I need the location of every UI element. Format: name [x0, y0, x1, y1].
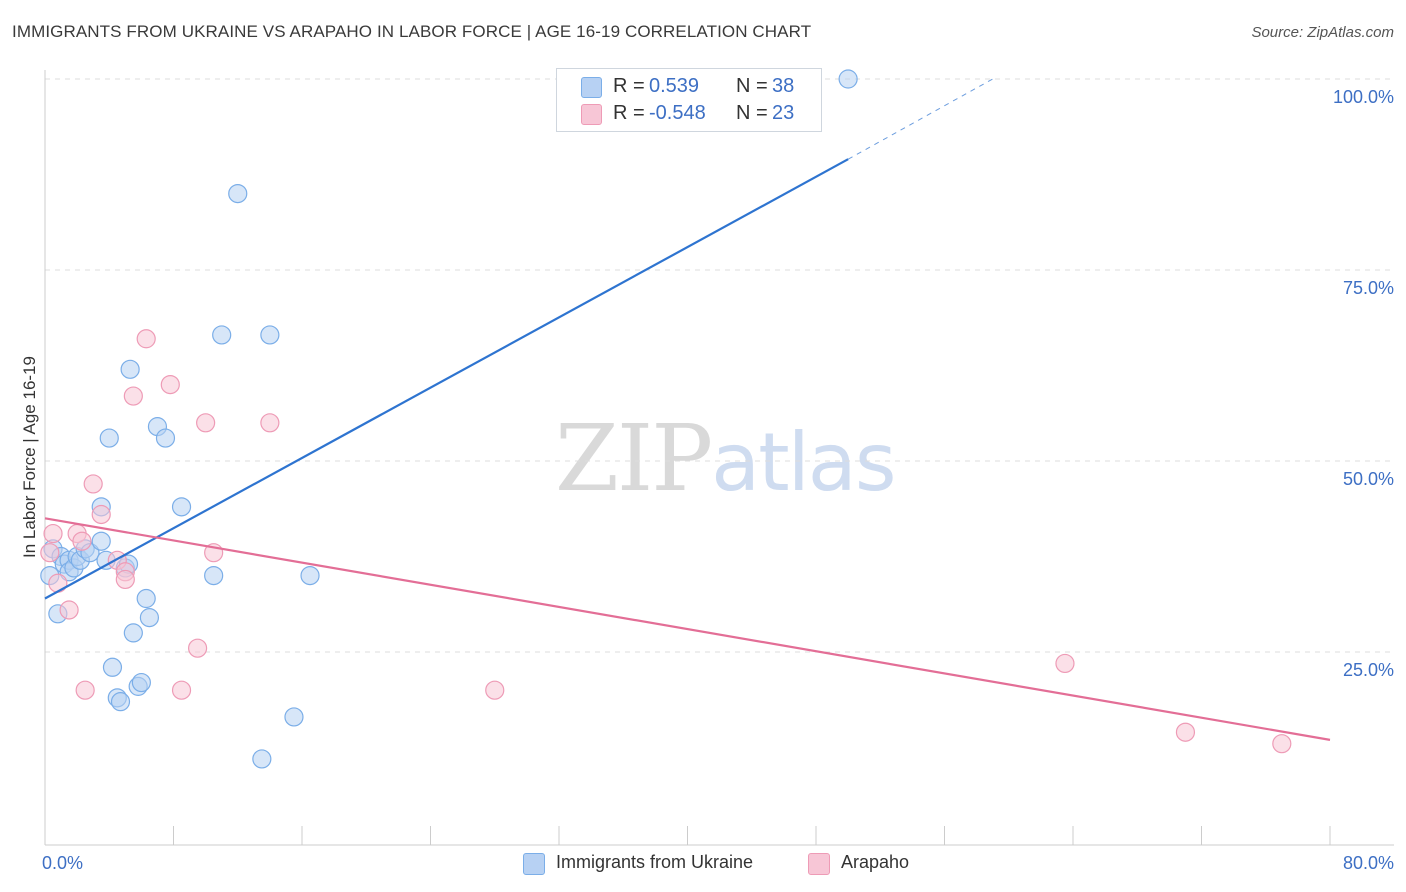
- chart-title: IMMIGRANTS FROM UKRAINE VS ARAPAHO IN LA…: [12, 22, 812, 41]
- trend-line-arapaho: [44, 517, 1331, 741]
- trend-line-ukraine: [44, 158, 849, 600]
- data-point-arapaho: [136, 329, 156, 349]
- data-point-ukraine: [252, 749, 272, 769]
- data-point-arapaho: [1272, 734, 1292, 754]
- y-tick-label: 75.0%: [1342, 278, 1394, 298]
- y-axis-label: In Labor Force | Age 16-19: [20, 356, 39, 558]
- data-point-arapaho: [91, 504, 111, 525]
- data-point-ukraine: [102, 657, 123, 677]
- y-tick-label: 100.0%: [1332, 87, 1394, 107]
- legend-r-value: -0.548: [649, 102, 706, 124]
- data-point-ukraine: [204, 565, 224, 586]
- legend-swatch-arapaho: [808, 853, 830, 875]
- legend-label-ukraine: Immigrants from Ukraine: [556, 852, 754, 872]
- watermark-zip: ZIP: [555, 405, 713, 512]
- y-tick-label: 50.0%: [1342, 469, 1394, 489]
- correlation-legend: R = 0.539 N = 38 R = -0.548 N = 23: [556, 68, 822, 132]
- legend-label-arapaho: Arapaho: [841, 852, 910, 872]
- trend-line-extension-ukraine: [847, 78, 993, 160]
- legend-swatch-ukraine: [523, 853, 545, 875]
- legend-r-label: R =: [613, 102, 645, 124]
- legend-swatch-ukraine: [581, 77, 602, 98]
- legend-r-label: R =: [613, 75, 645, 97]
- data-point-arapaho: [83, 474, 103, 494]
- data-point-arapaho: [187, 638, 208, 658]
- data-point-arapaho: [72, 531, 92, 551]
- data-point-arapaho: [43, 523, 63, 544]
- legend-r-value: 0.539: [649, 75, 700, 97]
- data-point-arapaho: [75, 680, 95, 700]
- data-point-ukraine: [110, 692, 131, 712]
- x-tick-label: 0.0%: [42, 853, 84, 873]
- data-point-ukraine: [139, 608, 160, 628]
- data-point-arapaho: [40, 543, 60, 563]
- data-point-ukraine: [120, 359, 140, 379]
- data-point-arapaho: [115, 569, 135, 590]
- data-point-arapaho: [171, 680, 192, 700]
- data-point-ukraine: [228, 184, 248, 204]
- data-point-ukraine: [155, 428, 176, 448]
- data-point-ukraine: [91, 531, 111, 551]
- data-point-arapaho: [1055, 653, 1075, 674]
- data-point-arapaho: [160, 375, 180, 395]
- legend-n-value: 23: [772, 102, 795, 124]
- data-point-arapaho: [485, 680, 505, 700]
- data-point-ukraine: [99, 428, 119, 448]
- y-tick-label: 25.0%: [1342, 660, 1394, 680]
- data-point-ukraine: [123, 623, 143, 643]
- data-point-ukraine: [838, 69, 858, 89]
- data-point-arapaho: [59, 600, 79, 620]
- data-point-arapaho: [196, 413, 216, 433]
- legend-n-label: N =: [736, 102, 768, 124]
- source-label: Source: ZipAtlas.com: [1251, 24, 1394, 41]
- legend-n-label: N =: [736, 75, 768, 97]
- data-point-ukraine: [131, 672, 151, 693]
- watermark: ZIPatlas: [555, 405, 897, 512]
- legend-swatch-arapaho: [581, 104, 602, 125]
- data-point-ukraine: [300, 565, 320, 586]
- data-point-ukraine: [284, 707, 304, 727]
- data-point-ukraine: [260, 325, 280, 345]
- data-point-arapaho: [123, 386, 143, 406]
- data-point-arapaho: [48, 573, 68, 593]
- data-point-arapaho: [1175, 722, 1196, 742]
- data-point-ukraine: [171, 497, 192, 517]
- watermark-atlas: atlas: [711, 416, 896, 509]
- legend-n-value: 38: [772, 75, 795, 97]
- data-point-ukraine: [212, 325, 232, 345]
- data-point-arapaho: [260, 413, 280, 433]
- x-tick-label: 80.0%: [1342, 853, 1394, 873]
- data-point-ukraine: [136, 588, 156, 609]
